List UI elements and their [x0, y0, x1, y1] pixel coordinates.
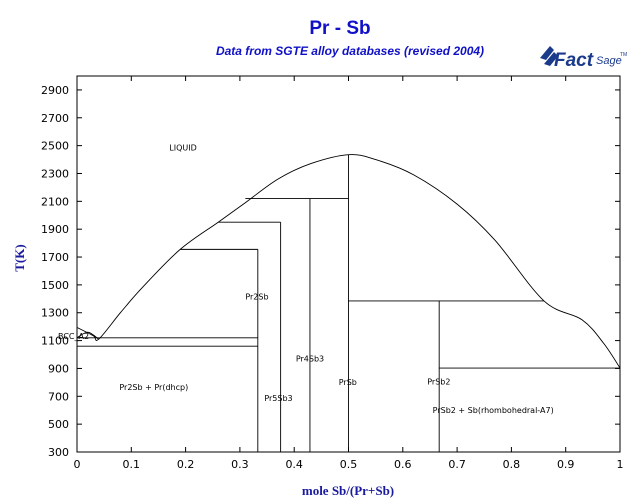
x-tick-label: 0.3 — [231, 458, 249, 471]
y-tick-label: 1700 — [41, 251, 69, 264]
y-tick-label: 2500 — [41, 140, 69, 153]
y-tick-label: 2900 — [41, 84, 69, 97]
x-tick-label: 0.7 — [448, 458, 466, 471]
x-tick-label: 0 — [74, 458, 81, 471]
y-tick-label: 2300 — [41, 167, 69, 180]
logo-trademark: TM — [620, 52, 627, 58]
x-tick-label: 0.8 — [503, 458, 521, 471]
phase-label: BCC_A2 — [58, 332, 89, 341]
x-tick-label: 0.9 — [557, 458, 575, 471]
y-tick-label: 500 — [48, 418, 69, 431]
tick-marks — [76, 76, 621, 453]
phase-label: Pr5Sb3 — [264, 394, 292, 403]
y-tick-label: 900 — [48, 362, 69, 375]
phase-label: PrSb2 + Sb(rhombohedral-A7) — [433, 406, 554, 415]
x-axis-label: mole Sb/(Pr+Sb) — [302, 483, 394, 498]
y-tick-label: 1300 — [41, 307, 69, 320]
factsage-logo: Fact Sage TM — [540, 46, 627, 71]
phase-label: PrSb — [339, 378, 357, 387]
logo-text-sage: Sage — [596, 55, 622, 67]
x-tick-label: 0.2 — [177, 458, 195, 471]
diagram-title: Pr - Sb — [309, 18, 371, 39]
phase-boundaries — [76, 154, 621, 452]
y-tick-label: 1100 — [41, 335, 69, 348]
x-tick-label: 1 — [617, 458, 624, 471]
x-tick-label: 0.4 — [285, 458, 303, 471]
logo-text-fact: Fact — [554, 50, 594, 71]
x-tick-label: 0.1 — [123, 458, 141, 471]
y-tick-label: 1500 — [41, 279, 69, 292]
y-axis-label: T(K) — [12, 244, 27, 271]
x-tick-labels: 0 0.1 0.2 0.3 0.4 0.5 0.6 0.7 0.8 0.9 1 — [74, 458, 624, 471]
factsage-logo-icon — [540, 46, 558, 66]
phase-label: Pr2Sb + Pr(dhcp) — [119, 383, 188, 392]
x-tick-label: 0.5 — [340, 458, 358, 471]
y-tick-label: 2700 — [41, 112, 69, 125]
phase-labels: LIQUID BCC_A2 Pr2Sb Pr4Sb3 Pr5Sb3 PrSb PrSb2 Pr… — [58, 144, 554, 416]
y-tick-labels: 300 500 700 900 1100 1300 1500 1700 1900 2100 2300… — [41, 84, 69, 459]
bcc-boundary-curve — [76, 331, 99, 340]
phase-label: PrSb2 — [427, 377, 450, 386]
y-tick-label: 1900 — [41, 223, 69, 236]
y-tick-label: 300 — [48, 446, 69, 459]
liquidus-curve — [76, 154, 621, 369]
phase-label: Pr2Sb — [245, 293, 268, 302]
phase-label: Pr4Sb3 — [296, 354, 324, 363]
y-tick-label: 2100 — [41, 195, 69, 208]
diagram-subtitle: Data from SGTE alloy databases (revised … — [215, 44, 485, 58]
x-tick-label: 0.6 — [394, 458, 412, 471]
y-tick-label: 700 — [48, 390, 69, 403]
phase-label: LIQUID — [169, 144, 197, 153]
